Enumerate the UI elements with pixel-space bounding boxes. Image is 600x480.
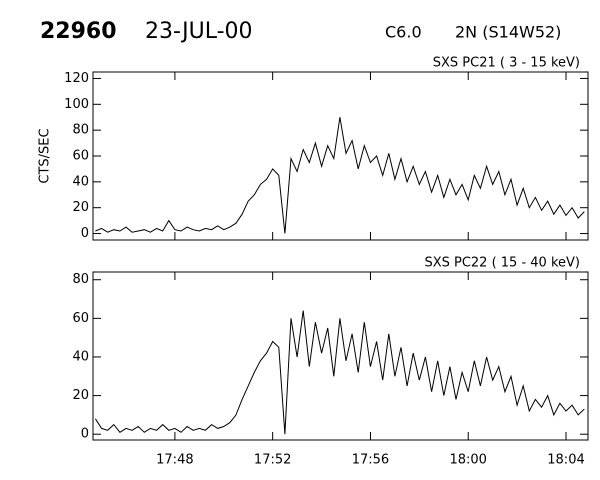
x-tick-label: 17:56 xyxy=(352,453,389,468)
flare-location: 2N (S14W52) xyxy=(455,23,561,42)
y-tick-label: 40 xyxy=(72,349,89,364)
x-tick-label: 17:52 xyxy=(254,453,291,468)
panel-title: SXS PC21 ( 3 - 15 keV) xyxy=(433,56,580,71)
y-tick-label: 20 xyxy=(72,200,89,215)
y-tick-label: 0 xyxy=(81,226,89,241)
x-tick-label: 17:48 xyxy=(156,453,193,468)
y-tick-label: 120 xyxy=(64,71,89,86)
y-tick-label: 20 xyxy=(72,388,89,403)
y-tick-label: 80 xyxy=(72,123,89,138)
plot-frame xyxy=(92,71,589,241)
event-date: 23-JUL-00 xyxy=(145,19,253,44)
data-line xyxy=(95,117,585,234)
y-tick-label: 60 xyxy=(72,149,89,164)
y-tick-label: 40 xyxy=(72,174,89,189)
x-tick-label: 18:04 xyxy=(547,453,584,468)
y-tick-label: 80 xyxy=(72,272,89,287)
flare-class: C6.0 xyxy=(385,23,422,42)
plot-frame xyxy=(92,271,589,441)
y-tick-label: 100 xyxy=(64,97,89,112)
y-axis-label: CTS/SEC xyxy=(38,128,53,183)
y-tick-label: 60 xyxy=(72,311,89,326)
event-id: 22960 xyxy=(40,19,117,44)
panel-title: SXS PC22 ( 15 - 40 keV) xyxy=(424,256,580,271)
x-tick-label: 18:00 xyxy=(449,453,486,468)
y-tick-label: 0 xyxy=(81,427,89,442)
data-line xyxy=(94,310,585,435)
